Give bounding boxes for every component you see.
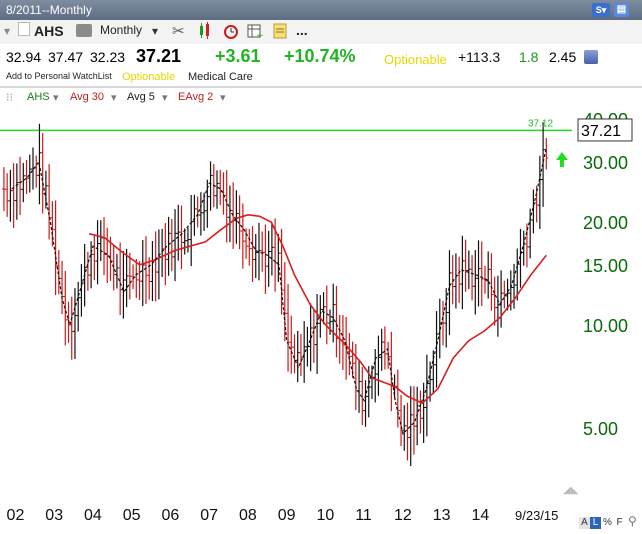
- x-tick-label: 07: [200, 507, 218, 524]
- x-tick-label: 12: [394, 507, 412, 524]
- add-to-watchlist-link[interactable]: Add to Personal WatchList: [6, 71, 112, 81]
- title-bar: 8/2011--Monthly S▾ ▤: [0, 0, 642, 20]
- x-tick-label: 14: [471, 507, 489, 524]
- x-tick-label: 10: [316, 507, 334, 524]
- symbol-color-icon[interactable]: [18, 22, 30, 36]
- x-tick-label: 08: [239, 507, 257, 524]
- horizontal-line-label: 37.12: [528, 118, 553, 129]
- y-tick-label: 10.00: [583, 316, 628, 336]
- legend-item-ahs[interactable]: AHS: [27, 91, 50, 103]
- settings-corner-icon[interactable]: ⚲: [628, 514, 637, 528]
- divider: [0, 86, 642, 88]
- x-tick-label: 9/23/15: [515, 508, 558, 523]
- low-price: 32.23: [90, 49, 126, 65]
- legend-grip-icon[interactable]: ⁝⁝: [6, 92, 13, 104]
- scale-button-a[interactable]: A: [579, 517, 590, 529]
- y-tick-label: 30.00: [583, 153, 628, 173]
- scale-button-f[interactable]: F: [616, 517, 623, 528]
- x-tick-label: 11: [355, 507, 372, 524]
- avg30-line: [89, 213, 547, 405]
- info-links: Add to Personal WatchList Optionable Med…: [0, 70, 642, 86]
- table-add-icon[interactable]: +: [246, 22, 264, 43]
- printer-icon[interactable]: [76, 24, 92, 37]
- x-tick-label: 13: [433, 507, 451, 524]
- legend-item-avg5[interactable]: Avg 5: [127, 91, 155, 103]
- price-chart[interactable]: 40.0030.0020.0015.0010.005.0002030405060…: [0, 106, 642, 534]
- zoom-icon[interactable]: ◢◣: [563, 485, 579, 496]
- price-change-percent: +10.74%: [284, 46, 356, 66]
- y-tick-label: 20.00: [583, 213, 628, 233]
- last-price-flag-box: [577, 118, 633, 142]
- plot-area: 40.0030.0020.0015.0010.005.0002030405060…: [0, 110, 628, 524]
- period-chevron-down-icon[interactable]: ▾: [152, 24, 159, 38]
- window-title: 8/2011--Monthly: [6, 3, 92, 17]
- legend-chevron-down-icon[interactable]: ▾: [220, 92, 226, 104]
- legend-item-eavg2[interactable]: EAvg 2: [178, 91, 214, 103]
- high-price: 37.47: [48, 49, 84, 65]
- svg-text:+: +: [256, 31, 264, 40]
- x-tick-label: 05: [123, 507, 141, 524]
- legend-chevron-down-icon[interactable]: ▾: [111, 92, 117, 104]
- x-tick-label: 04: [84, 507, 102, 524]
- legend-chevron-down-icon[interactable]: ▾: [162, 92, 168, 104]
- legend-chevron-down-icon[interactable]: ▾: [53, 92, 59, 104]
- stat-value-2: 1.8: [519, 49, 539, 65]
- notes-icon[interactable]: [272, 22, 288, 43]
- avg5-line: [11, 147, 547, 435]
- indicator-legend: ⁝⁝ AHS ▾ Avg 30 ▾ Avg 5 ▾ EAvg 2 ▾: [0, 88, 642, 106]
- stat-value-1: +113.3: [458, 49, 501, 65]
- toolbar: ▾ AHS Monthly ▾ ✂ + ...: [0, 20, 642, 44]
- x-tick-label: 09: [278, 507, 296, 524]
- stat-value-3: 2.45: [549, 49, 577, 65]
- x-tick-label: 02: [7, 507, 25, 524]
- legend-item-avg30[interactable]: Avg 30: [70, 91, 105, 103]
- sector-link[interactable]: Medical Care: [188, 71, 253, 83]
- candlestick-icon[interactable]: [197, 22, 215, 43]
- optionable-badge: Optionable: [384, 52, 447, 67]
- alarm-clock-icon[interactable]: [222, 22, 240, 43]
- quote-row: 32.94 37.47 32.23 37.21 +3.61 +10.74% Op…: [0, 44, 642, 72]
- tools-icon[interactable]: ✂: [172, 23, 185, 40]
- open-price: 32.94: [6, 49, 42, 65]
- last-price-flag: 37.21: [581, 123, 621, 140]
- up-arrow-icon: [556, 152, 568, 167]
- optionable-link[interactable]: Optionable: [122, 71, 176, 83]
- database-icon[interactable]: [584, 50, 598, 64]
- last-price: 37.21: [136, 46, 182, 66]
- x-tick-label: 06: [162, 507, 180, 524]
- window-menu-icon[interactable]: ▤: [614, 3, 629, 17]
- scale-button-percent[interactable]: %: [603, 517, 612, 528]
- symbol-field[interactable]: AHS: [34, 23, 64, 39]
- share-icon[interactable]: S▾: [592, 3, 610, 17]
- scale-button-l[interactable]: L: [590, 517, 601, 529]
- more-options-button[interactable]: ...: [296, 22, 308, 38]
- y-tick-label: 5.00: [583, 419, 618, 439]
- dropdown-icon[interactable]: ▾: [4, 24, 11, 38]
- period-select[interactable]: Monthly: [100, 23, 143, 37]
- x-tick-label: 03: [45, 507, 63, 524]
- price-change: +3.61: [215, 46, 261, 66]
- y-tick-label: 15.00: [583, 256, 628, 276]
